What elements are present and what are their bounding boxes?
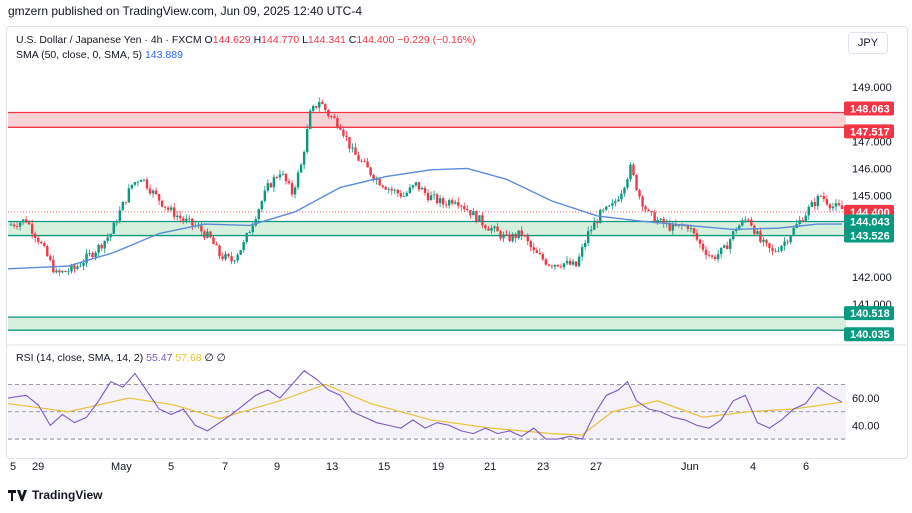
symbol-description: U.S. Dollar / Japanese Yen · 4h · FXCM [16, 34, 202, 46]
published-by-header: gmzern published on TradingView.com, Jun… [8, 4, 362, 18]
time-axis-tick: 6 [803, 461, 809, 473]
tradingview-brand: TradingView [32, 488, 103, 502]
time-axis-tick: 5 [168, 461, 174, 473]
symbol-legend: U.S. Dollar / Japanese Yen · 4h · FXCM O… [16, 34, 476, 46]
change-value: −0.229 (−0.16%) [397, 34, 476, 46]
rsi-extra-values: ∅ ∅ [204, 352, 226, 364]
time-axis-tick: 13 [326, 461, 338, 473]
rsi-legend[interactable]: RSI (14, close, SMA, 14, 2) 55.47 57.68 … [16, 352, 226, 364]
sma-label: SMA (50, close, 0, SMA, 5) [16, 49, 143, 61]
time-axis-tick: 4 [750, 461, 756, 473]
time-axis-tick: May [111, 461, 132, 473]
open-value: 144.629 [212, 34, 251, 46]
low-label: L [302, 34, 308, 46]
time-axis-tick: 29 [32, 461, 44, 473]
time-axis-tick: 21 [484, 461, 496, 473]
time-axis-tick: 5 [10, 461, 16, 473]
close-label: C [348, 34, 357, 46]
time-axis-tick: 23 [537, 461, 549, 473]
time-axis-tick: 15 [378, 461, 390, 473]
rsi-sma-value: 57.68 [175, 352, 202, 364]
time-axis-tick: Jun [681, 461, 699, 473]
low-value: 144.341 [307, 34, 346, 46]
rsi-label: RSI (14, close, SMA, 14, 2) [16, 352, 144, 364]
time-axis-tick: 19 [432, 461, 444, 473]
sma-legend[interactable]: SMA (50, close, 0, SMA, 5) 143.889 [16, 49, 183, 61]
time-axis-tick: 7 [222, 461, 228, 473]
open-label: O [204, 34, 213, 46]
tradingview-logo-icon [8, 489, 27, 501]
tradingview-footer: TradingView [8, 488, 102, 502]
rsi-value: 55.47 [146, 352, 173, 364]
high-value: 144.770 [261, 34, 300, 46]
time-axis-tick: 27 [590, 461, 602, 473]
chart-frame[interactable] [6, 26, 908, 459]
close-value: 144.400 [356, 34, 395, 46]
sma-value: 143.889 [144, 49, 183, 61]
currency-button[interactable]: JPY [848, 32, 888, 54]
high-label: H [253, 34, 262, 46]
time-axis-tick: 9 [274, 461, 280, 473]
